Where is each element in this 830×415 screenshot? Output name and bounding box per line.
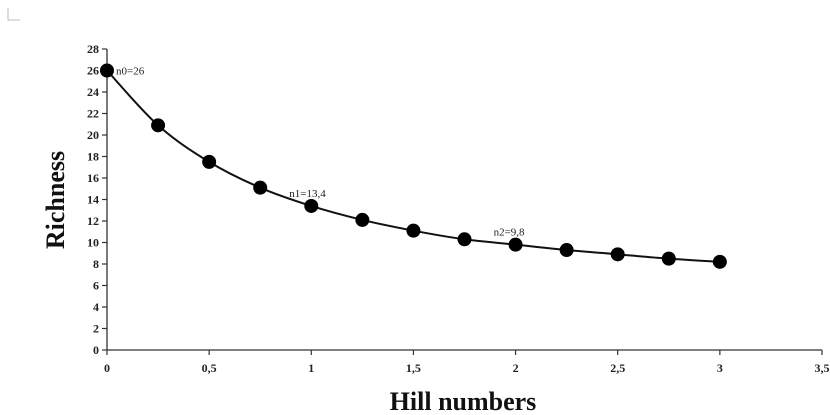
data-point (508, 237, 523, 252)
data-points (100, 63, 727, 269)
corner-mark (7, 8, 20, 21)
annotation-label: n2=9,8 (494, 227, 525, 239)
data-point (661, 251, 676, 266)
x-tick-label: 0,5 (202, 361, 217, 375)
annotation-label: n0=26 (116, 66, 145, 78)
y-tick-label: 2 (93, 322, 99, 336)
y-tick-label: 8 (93, 257, 99, 271)
y-tick-label: 6 (93, 279, 99, 293)
x-axis-title: Hill numbers (390, 387, 537, 415)
data-point (100, 63, 114, 78)
y-axis-title: Richness (41, 151, 70, 249)
data-point (457, 232, 472, 247)
annotation-label: n1=13,4 (289, 188, 326, 200)
y-tick-label: 14 (87, 193, 99, 207)
data-point (355, 212, 370, 227)
y-tick-label: 12 (87, 214, 99, 228)
data-point (253, 180, 268, 195)
data-point (304, 198, 319, 213)
x-tick-label: 3 (717, 361, 723, 375)
x-tick-label: 3,5 (815, 361, 830, 375)
y-tick-label: 10 (87, 236, 99, 250)
data-point (559, 243, 574, 258)
y-tick-label: 24 (87, 85, 99, 99)
y-tick-label: 22 (87, 107, 99, 121)
data-point (610, 247, 625, 262)
y-tick-label: 18 (87, 150, 99, 164)
data-point (712, 254, 727, 269)
y-tick-label: 0 (93, 343, 99, 357)
x-tick-label: 1,5 (406, 361, 421, 375)
annotations: n0=26 n1=13,4 n2=9,8 (116, 66, 525, 239)
y-tick-label: 28 (87, 42, 99, 56)
data-point (202, 154, 217, 169)
y-tick-label: 20 (87, 128, 99, 142)
x-tick-label: 2 (513, 361, 519, 375)
data-point (406, 223, 421, 238)
y-tick-label: 16 (87, 171, 99, 185)
y-tick-label: 26 (87, 64, 99, 78)
x-tick-label: 2,5 (610, 361, 625, 375)
data-point (151, 118, 166, 133)
y-tick-label: 4 (93, 300, 99, 314)
x-tick-label: 1 (308, 361, 314, 375)
x-tick-label: 0 (104, 361, 110, 375)
